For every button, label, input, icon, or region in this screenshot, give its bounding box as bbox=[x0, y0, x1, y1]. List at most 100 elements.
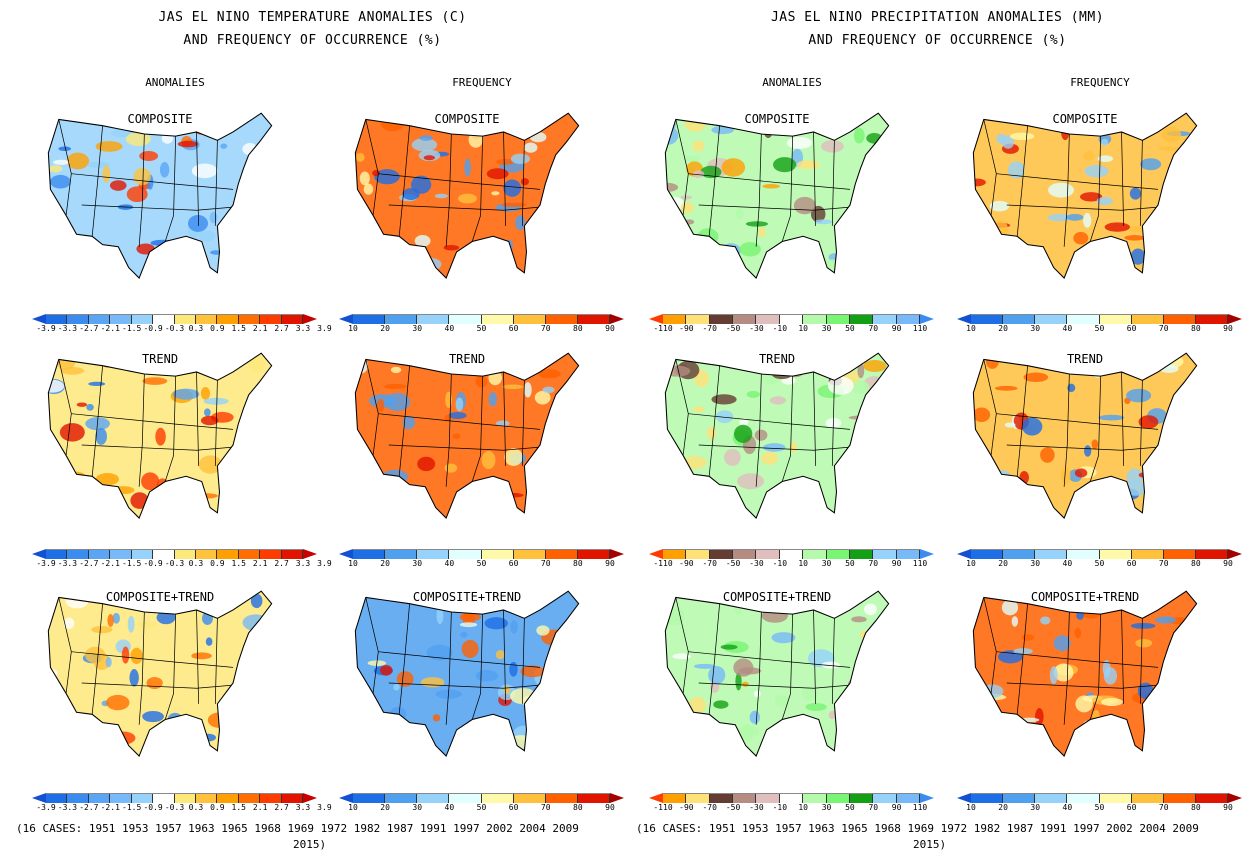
colorbar-box bbox=[513, 315, 546, 324]
anomaly-patch bbox=[508, 735, 534, 749]
anomaly-patch bbox=[462, 488, 484, 508]
anomaly-patch bbox=[432, 714, 441, 722]
colorbar-tick-label: -2.7 bbox=[79, 803, 99, 812]
anomaly-patch bbox=[133, 167, 151, 186]
colorbar-box bbox=[449, 550, 482, 559]
anomaly-patch bbox=[1140, 158, 1162, 171]
us-map bbox=[972, 352, 1198, 519]
anomaly-patch bbox=[85, 646, 106, 664]
colorbar-box bbox=[417, 794, 450, 803]
colorbar-box bbox=[545, 794, 578, 803]
anomaly-patch bbox=[520, 665, 546, 678]
colorbar-box bbox=[545, 315, 578, 324]
colorbar-box bbox=[195, 315, 218, 324]
colorbar-box bbox=[826, 794, 850, 803]
colorbar-tick-label: 1.5 bbox=[231, 803, 246, 812]
anomaly-patch bbox=[51, 490, 63, 506]
colorbar-box bbox=[686, 315, 710, 324]
anomaly-patch bbox=[205, 637, 213, 646]
colorbar-box bbox=[88, 550, 111, 559]
anomaly-patch bbox=[1097, 155, 1114, 163]
anomaly-patch bbox=[1169, 227, 1178, 237]
colorbar-box bbox=[896, 550, 920, 559]
anomaly-patch bbox=[1083, 722, 1102, 740]
panel-label: TREND bbox=[448, 352, 486, 366]
colorbar-box bbox=[88, 315, 111, 324]
map-panel: COMPOSITE bbox=[347, 100, 587, 300]
colorbar-tick-label: -30 bbox=[749, 803, 764, 812]
colorbar-tick-label: 50 bbox=[845, 324, 855, 333]
colorbar-tick-label: 10 bbox=[798, 324, 808, 333]
colorbar: -110 -90 -70 -50 -30 -10 10 30 50 70 90 110 bbox=[649, 549, 934, 571]
colorbar-box bbox=[733, 550, 757, 559]
anomaly-patch bbox=[1006, 719, 1016, 739]
colorbar-tick-label: -2.1 bbox=[100, 324, 120, 333]
colorbar-tick-label: -0.3 bbox=[164, 803, 185, 812]
anomaly-patch bbox=[1040, 447, 1055, 463]
colorbar-box bbox=[1163, 550, 1196, 559]
anomaly-patch bbox=[771, 632, 796, 644]
colorbar-box bbox=[733, 315, 757, 324]
anomaly-patch bbox=[1024, 256, 1041, 276]
colorbar-box bbox=[756, 550, 780, 559]
colorbar-box bbox=[873, 794, 897, 803]
colorbar-low-arrow bbox=[649, 549, 663, 559]
anomaly-patch bbox=[733, 658, 754, 677]
colorbar-tick-label: 0.9 bbox=[210, 803, 225, 812]
colorbar-box bbox=[873, 550, 897, 559]
anomaly-patch bbox=[372, 169, 381, 177]
colorbar-tick-label: 50 bbox=[476, 803, 487, 812]
anomaly-patch bbox=[758, 227, 766, 238]
colorbar-box bbox=[513, 794, 546, 803]
colorbar-tick-label: 50 bbox=[1094, 803, 1105, 812]
colorbar: 10 20 30 40 50 60 70 80 90 bbox=[957, 549, 1242, 571]
anomaly-patch bbox=[1001, 135, 1015, 149]
colorbar-tick-label: -2.1 bbox=[100, 803, 120, 812]
colorbar-tick-label: 50 bbox=[476, 559, 487, 568]
colorbar-tick-label: 70 bbox=[1158, 324, 1169, 333]
colorbar-box bbox=[353, 794, 386, 803]
anomaly-patch bbox=[495, 650, 505, 660]
anomaly-patch bbox=[112, 612, 120, 624]
panel-label: TREND bbox=[758, 352, 796, 366]
colorbar-tick-label: -70 bbox=[702, 803, 717, 812]
colorbar-tick-label: 2.1 bbox=[252, 324, 268, 333]
colorbar-tick-label: 70 bbox=[868, 324, 879, 333]
anomaly-patch bbox=[91, 625, 113, 634]
colorbar-tick-label: 40 bbox=[444, 803, 455, 812]
colorbar-tick-label: -90 bbox=[679, 559, 694, 568]
anomaly-patch bbox=[468, 131, 483, 148]
anomaly-patch bbox=[864, 638, 888, 655]
colorbar-tick-label: 80 bbox=[573, 803, 583, 812]
panel-label: COMPOSITE+TREND bbox=[722, 590, 832, 604]
colorbar-tick-label: -0.3 bbox=[164, 559, 185, 568]
anomaly-patch bbox=[363, 487, 373, 494]
anomaly-patch bbox=[57, 256, 76, 271]
map-panel: COMPOSITE+TREND bbox=[657, 578, 897, 778]
colorbar-tick-label: 0.3 bbox=[188, 559, 204, 568]
colorbar-box bbox=[174, 794, 196, 803]
anomaly-patch bbox=[464, 158, 471, 177]
colorbar-box bbox=[217, 550, 239, 559]
anomaly-patch bbox=[48, 255, 75, 262]
anomaly-patch bbox=[102, 165, 111, 183]
anomaly-patch bbox=[1126, 226, 1147, 233]
colorbar-box bbox=[238, 315, 261, 324]
anomaly-patch bbox=[502, 384, 524, 389]
colorbar-box bbox=[1067, 794, 1100, 803]
colorbar-box bbox=[826, 315, 850, 324]
map-panel: TREND bbox=[965, 340, 1205, 540]
column-header-precip-frequency: FREQUENCY bbox=[1070, 76, 1130, 89]
colorbar-box bbox=[873, 315, 897, 324]
colorbar-box bbox=[849, 794, 874, 803]
anomaly-patch bbox=[509, 661, 518, 677]
colorbar-tick-label: -110 bbox=[653, 559, 673, 568]
anomaly-patch bbox=[125, 132, 151, 147]
colorbar-box bbox=[449, 794, 482, 803]
anomaly-patch bbox=[376, 398, 385, 412]
us-map bbox=[354, 590, 580, 757]
map-panel: TREND bbox=[657, 340, 897, 540]
anomaly-patch bbox=[692, 140, 705, 152]
anomaly-patch bbox=[167, 712, 183, 726]
